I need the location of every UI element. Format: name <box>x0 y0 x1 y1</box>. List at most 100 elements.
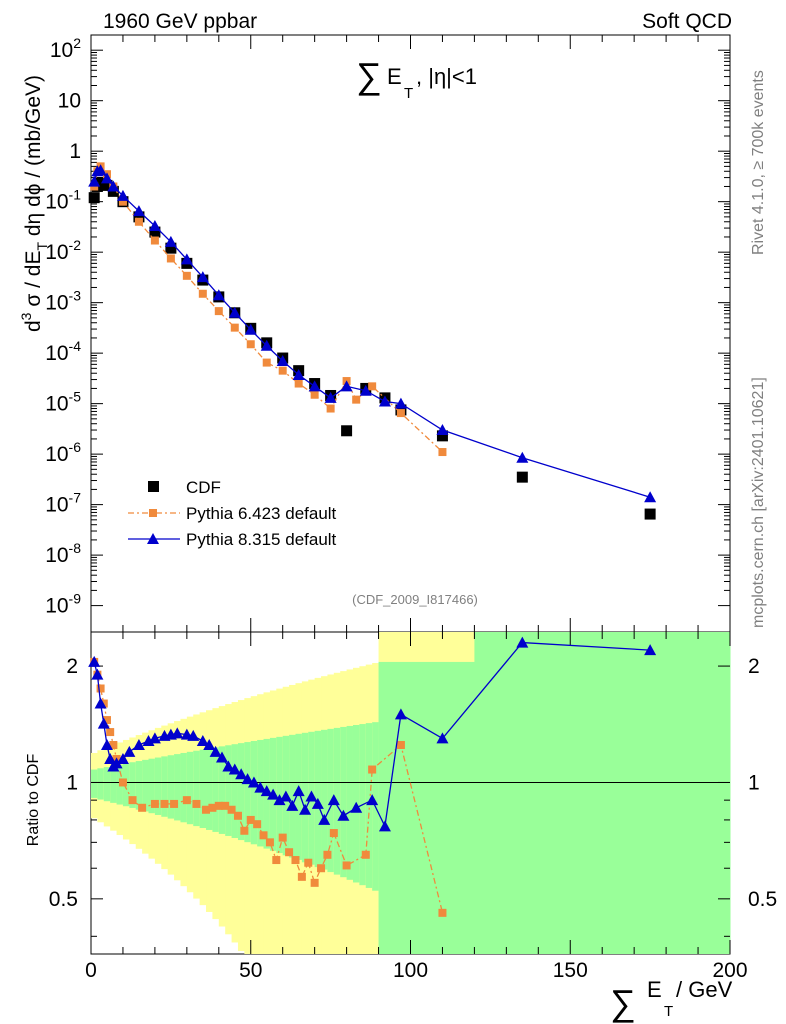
point-pythia6 <box>310 878 319 887</box>
band-1sigma-24 <box>244 742 252 843</box>
mcplots-source-label: mcplots.cern.ch [arXiv:2401.10621] <box>750 377 767 628</box>
point-pythia8 <box>88 655 101 667</box>
band-1sigma-22 <box>231 744 239 838</box>
ratio-uncertainty-bands <box>91 632 731 954</box>
band-1sigma-17 <box>199 749 207 829</box>
band-1sigma-46 <box>474 632 731 954</box>
point-pythia6 <box>310 390 319 399</box>
legend-pythia8-label: Pythia 8.315 default <box>186 530 337 549</box>
point-pythia6 <box>272 856 281 865</box>
x-tick-label: 150 <box>553 959 588 982</box>
point-pythia8 <box>110 757 123 769</box>
ratio-y-tick-label-right: 0.5 <box>748 888 777 911</box>
point-pythia8 <box>247 776 260 788</box>
y-tick-label: 10-8 <box>45 540 81 567</box>
point-pythia6 <box>106 728 115 737</box>
band-1sigma-13 <box>174 754 181 821</box>
band-1sigma-3 <box>110 765 118 803</box>
legend-cdf-marker <box>148 481 159 492</box>
main-series-group <box>88 162 657 520</box>
x-tick-label: 100 <box>393 959 428 982</box>
point-pythia8 <box>311 797 324 809</box>
analysis-id-label: (CDF_2009_I817466) <box>352 592 478 607</box>
point-pythia8 <box>299 803 312 815</box>
ratio-series-group <box>88 636 657 917</box>
point-pythia6 <box>150 799 159 808</box>
point-pythia8 <box>359 384 372 396</box>
band-1sigma-0 <box>91 769 98 798</box>
band-1sigma-33 <box>301 732 309 863</box>
x-axis-subscript: T <box>664 1003 673 1020</box>
y-tick-label: 10-1 <box>45 187 81 214</box>
point-pythia6 <box>317 864 326 873</box>
point-pythia6 <box>214 801 223 810</box>
point-pythia8 <box>116 752 129 764</box>
title-rest: , |η|<1 <box>416 64 477 89</box>
point-pythia8 <box>187 729 200 741</box>
band-1sigma-12 <box>167 755 175 819</box>
point-pythia6 <box>109 740 118 749</box>
point-pythia6 <box>150 236 159 245</box>
title-sum-symbol: ∑ <box>356 55 382 96</box>
point-pythia6 <box>118 778 127 787</box>
point-pythia6 <box>227 805 236 814</box>
x-tick-label: 200 <box>712 959 747 982</box>
legend-pythia8-marker <box>147 533 159 544</box>
y-tick-label: 10-2 <box>45 237 81 264</box>
point-pythia8 <box>324 391 337 403</box>
point-pythia6 <box>118 197 127 206</box>
y-tick-label: 10-6 <box>45 439 81 466</box>
title-e-letter: E <box>387 64 402 89</box>
point-cdf <box>133 211 145 223</box>
band-1sigma-32 <box>295 733 303 860</box>
y-tick-label: 10-3 <box>45 288 81 315</box>
point-pythia6 <box>233 811 242 820</box>
ratio-y-tick-label-right: 2 <box>748 655 760 678</box>
y-tick-label: 10-5 <box>45 389 81 416</box>
point-pythia8 <box>366 794 379 806</box>
point-pythia8 <box>116 189 129 201</box>
point-pythia6 <box>221 801 230 810</box>
point-pythia6 <box>160 799 169 808</box>
point-pythia6 <box>170 799 179 808</box>
point-pythia8 <box>180 253 193 265</box>
point-pythia6 <box>361 850 370 859</box>
band-1sigma-15 <box>186 751 194 825</box>
band-1sigma-45 <box>378 661 475 954</box>
point-pythia8 <box>88 175 101 187</box>
point-pythia6 <box>262 358 271 367</box>
band-1sigma-16 <box>193 750 201 827</box>
point-pythia6 <box>102 716 111 725</box>
band-1sigma-10 <box>154 757 162 815</box>
band-1sigma-26 <box>257 739 265 847</box>
point-pythia6 <box>368 765 377 774</box>
point-pythia8 <box>171 727 184 739</box>
band-1sigma-21 <box>225 745 233 836</box>
point-pythia8 <box>235 768 248 780</box>
point-cdf <box>644 508 656 520</box>
y-tick-label: 10 <box>58 90 81 113</box>
band-1sigma-25 <box>250 741 258 845</box>
point-pythia8 <box>305 790 318 802</box>
point-pythia8 <box>196 735 209 747</box>
point-pythia6 <box>96 684 105 693</box>
point-pythia6 <box>368 382 377 391</box>
point-pythia6 <box>182 271 191 280</box>
point-pythia6 <box>182 796 191 805</box>
point-pythia6 <box>240 826 249 835</box>
band-1sigma-6 <box>129 762 137 808</box>
ratio-y-tick-label: 2 <box>66 655 78 678</box>
point-pythia8 <box>209 745 222 757</box>
point-pythia8 <box>340 380 353 392</box>
point-pythia6 <box>396 740 405 749</box>
point-cdf <box>436 430 448 442</box>
point-pythia6 <box>342 861 351 870</box>
point-pythia8 <box>94 697 107 709</box>
band-1sigma-31 <box>289 734 296 858</box>
point-pythia6 <box>291 856 300 865</box>
point-pythia8 <box>292 785 305 797</box>
rivet-version-label: Rivet 4.1.0, ≥ 700k events <box>750 70 767 255</box>
point-cdf <box>149 226 161 238</box>
legend-pythia6-label: Pythia 6.423 default <box>186 504 337 523</box>
x-axis-rest: / GeV <box>676 977 733 1002</box>
